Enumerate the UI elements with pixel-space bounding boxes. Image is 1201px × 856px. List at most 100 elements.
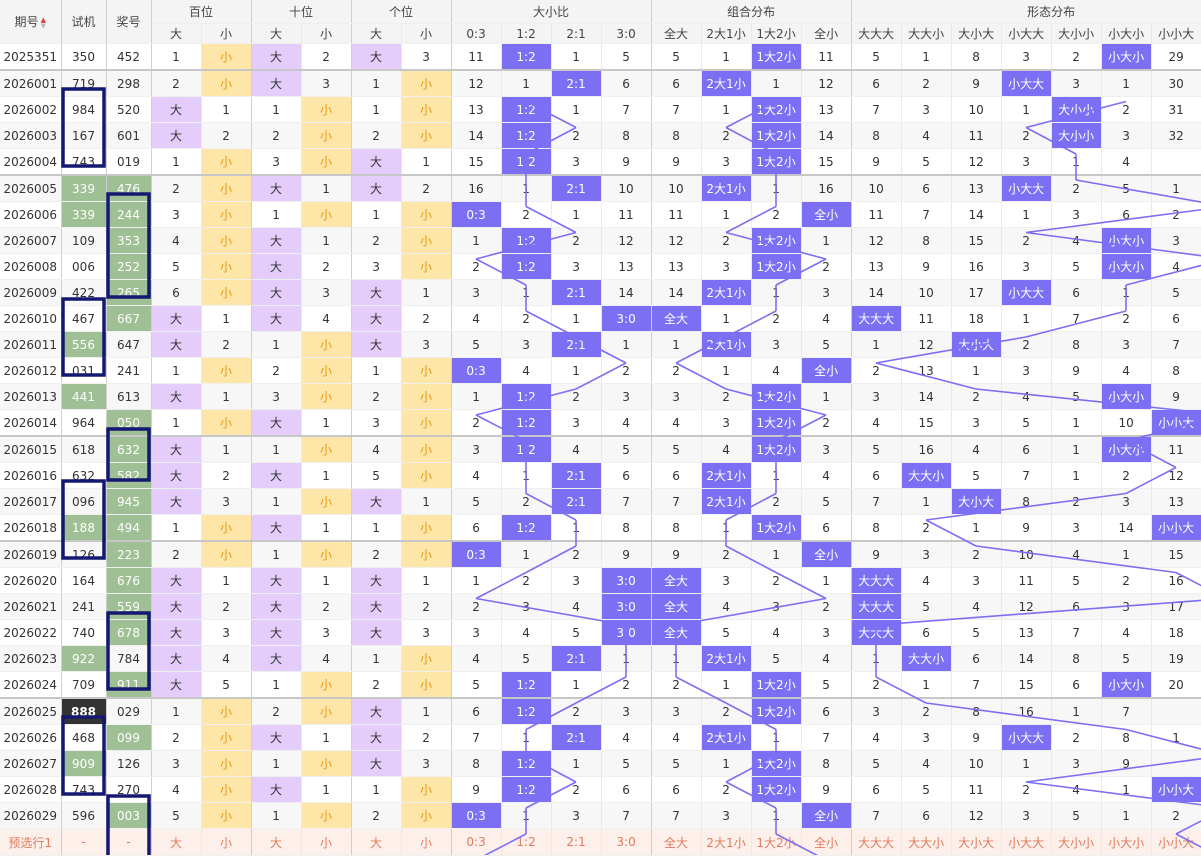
trial-number-cell: 467 xyxy=(61,305,107,332)
ratio-miss-cell: 3 xyxy=(551,802,602,829)
units-small-subheader: 小 xyxy=(401,23,452,44)
shape-miss-cell: 6 xyxy=(1151,305,1201,332)
predict-option-cell[interactable]: 大 xyxy=(151,828,202,856)
trial-number-cell: 719 xyxy=(61,69,107,97)
units-big-cell: 1 xyxy=(351,69,402,97)
ratio-miss-cell: 5 xyxy=(451,488,502,515)
shape-miss-cell: 5 xyxy=(1151,279,1201,306)
ratio-hit-cell: 1:2 xyxy=(501,253,552,280)
predict-option-cell[interactable]: 1:2 xyxy=(501,828,552,856)
combo-miss-cell: 1 xyxy=(701,43,752,71)
predict-option-cell[interactable]: 大小小 xyxy=(1051,828,1102,856)
combo-miss-cell: 4 xyxy=(801,462,852,489)
predict-option-cell[interactable]: 全小 xyxy=(801,828,852,856)
ratio-miss-cell: 2 xyxy=(601,357,652,384)
shape-miss-cell: 2 xyxy=(1051,724,1102,751)
predict-option-cell[interactable]: 小大小 xyxy=(1101,828,1152,856)
combo-subheader: 1大2小 xyxy=(751,23,802,44)
predict-option-cell[interactable]: 大 xyxy=(251,828,302,856)
prize-number-cell: 520 xyxy=(106,96,152,123)
predict-option-cell[interactable]: 小大大 xyxy=(1001,828,1052,856)
table-row: 2026013 441 613 大 1 3 小 2 小 1 1:2 2 3 3 2 1大2小 1 3 14 2 4 5 小大… xyxy=(0,383,1201,410)
shape-miss-cell: 3 xyxy=(1101,331,1152,358)
combo-miss-cell: 8 xyxy=(651,514,702,542)
units-big-cell: 大 xyxy=(351,174,402,202)
combo-miss-cell: 1 xyxy=(701,357,752,384)
units-small-cell: 2 xyxy=(401,174,452,202)
units-small-cell: 小 xyxy=(401,435,452,463)
predict-option-cell[interactable]: 0:3 xyxy=(451,828,502,856)
prize-number-cell: 003 xyxy=(106,802,152,829)
predict-option-cell[interactable]: 2大1小 xyxy=(701,828,752,856)
units-big-cell: 1 xyxy=(351,514,402,542)
ratio-miss-cell: 1 xyxy=(551,43,602,71)
shape-hit-cell: 小大小 xyxy=(1101,671,1152,699)
shape-miss-cell: 1 xyxy=(1001,96,1052,123)
predict-option-cell[interactable]: 3:0 xyxy=(601,828,652,856)
shape-hit-cell: 小大小 xyxy=(1101,253,1152,280)
tens-small-subheader: 小 xyxy=(301,23,352,44)
shape-miss-cell: 12 xyxy=(1151,462,1201,489)
predict-option-cell[interactable]: 大大大 xyxy=(851,828,902,856)
predict-option-cell[interactable]: 小 xyxy=(201,828,252,856)
predict-row[interactable]: 预选行1- - 大小大小大小 0:3 1:2 2:1 3:0 全大 2大1小 1大2小 全小 大大大大… xyxy=(0,828,1201,856)
units-big-cell: 4 xyxy=(351,435,402,463)
ratio-miss-cell: 1 xyxy=(501,802,552,829)
shape-miss-cell: 4 xyxy=(851,724,902,751)
hundreds-small-cell: 小 xyxy=(201,540,252,568)
shape-miss-cell: 9 xyxy=(1151,383,1201,410)
predict-option-cell[interactable]: 大大小 xyxy=(901,828,952,856)
tens-big-cell: 大 xyxy=(251,567,302,594)
period-header[interactable]: 期号 ▲ ▼ xyxy=(0,0,62,44)
table-row: 2026022 740 678 大 3 大 3 大 3 3 4 5 3:0 全大 5 4 3 大大大 6 5 13 7 4 1… xyxy=(0,619,1201,646)
hundreds-big-cell: 大 xyxy=(151,383,202,410)
period-cell: 2026024 xyxy=(0,671,62,699)
predict-option-cell[interactable]: 1大2小 xyxy=(751,828,802,856)
sort-arrows-icon[interactable]: ▲ ▼ xyxy=(40,15,46,30)
shape-subheader: 大大小 xyxy=(901,23,952,44)
shape-miss-cell: 1 xyxy=(1101,776,1152,803)
predict-option-cell[interactable]: 大 xyxy=(351,828,402,856)
trial-number-cell: 241 xyxy=(61,593,107,620)
tens-small-cell: 2 xyxy=(301,253,352,280)
shape-miss-cell: 16 xyxy=(1001,697,1052,725)
period-cell: 2026023 xyxy=(0,645,62,672)
trial-number-cell: 422 xyxy=(61,279,107,306)
predict-option-cell[interactable]: 小 xyxy=(401,828,452,856)
units-small-cell: 1 xyxy=(401,279,452,306)
units-big-cell: 2 xyxy=(351,383,402,410)
prize-number-cell: 452 xyxy=(106,43,152,71)
predict-option-cell[interactable]: 2:1 xyxy=(551,828,602,856)
shape-miss-cell: 3 xyxy=(1001,802,1052,829)
ratio-hit-cell: 2:1 xyxy=(551,462,602,489)
ratio-miss-cell: 8 xyxy=(601,514,652,542)
ratio-miss-cell: 5 xyxy=(501,645,552,672)
tens-small-cell: 2 xyxy=(301,593,352,620)
shape-miss-cell: 14 xyxy=(1001,645,1052,672)
hundreds-big-cell: 5 xyxy=(151,802,202,829)
trial-number-cell: 188 xyxy=(61,514,107,542)
predict-option-cell[interactable]: 全大 xyxy=(651,828,702,856)
table-row: 2026002 984 520 大 1 1 小 1 小 13 1:2 1 7 7 1 1大2小 13 7 3 10 1 大… xyxy=(0,96,1201,123)
tens-small-cell: 2 xyxy=(301,43,352,71)
ratio-miss-cell: 3 xyxy=(501,331,552,358)
shape-miss-cell: 15 xyxy=(1151,540,1201,568)
prize-number-cell: 270 xyxy=(106,776,152,803)
shape-subheader: 小大大 xyxy=(1001,23,1052,44)
combo-miss-cell: 4 xyxy=(701,435,752,463)
combo-miss-cell: 4 xyxy=(701,593,752,620)
predict-option-cell[interactable]: 大小大 xyxy=(951,828,1002,856)
combo-hit-cell: 1大2小 xyxy=(751,697,802,725)
prize-number-cell: 029 xyxy=(106,697,152,725)
period-cell: 2026015 xyxy=(0,435,62,463)
ratio-miss-cell: 3 xyxy=(551,253,602,280)
predict-option-cell[interactable]: 小 xyxy=(301,828,352,856)
shape-miss-cell: 1 xyxy=(901,488,952,515)
shape-miss-cell: 2 xyxy=(1051,488,1102,515)
units-big-cell: 3 xyxy=(351,409,402,437)
table-row: 2026010 467 667 大 1 大 4 大 2 4 2 1 3:0 全大 1 2 4 大大大 11 18 1 7 2… xyxy=(0,305,1201,332)
predict-option-cell[interactable]: 小小大 xyxy=(1151,828,1201,856)
shape-miss-cell: 2 xyxy=(1151,201,1201,228)
shape-miss-cell: 4 xyxy=(851,409,902,437)
